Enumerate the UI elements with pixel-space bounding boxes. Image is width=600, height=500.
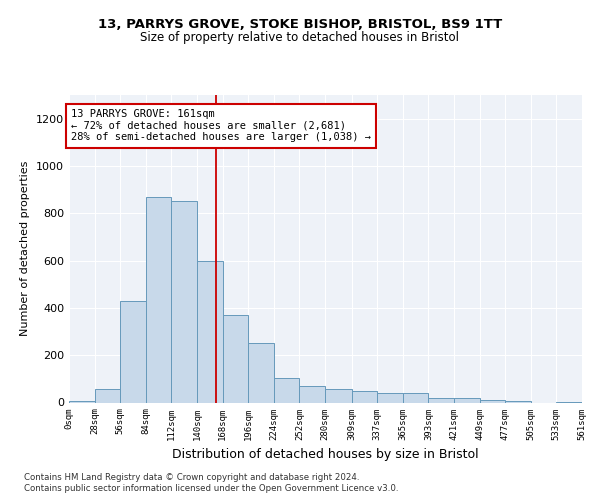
Bar <box>274 378 299 402</box>
Bar <box>172 202 197 402</box>
Bar <box>377 393 403 402</box>
Y-axis label: Number of detached properties: Number of detached properties <box>20 161 31 336</box>
Text: Size of property relative to detached houses in Bristol: Size of property relative to detached ho… <box>140 31 460 44</box>
X-axis label: Distribution of detached houses by size in Bristol: Distribution of detached houses by size … <box>172 448 479 461</box>
Bar <box>197 260 223 402</box>
Bar <box>352 390 377 402</box>
Text: 13, PARRYS GROVE, STOKE BISHOP, BRISTOL, BS9 1TT: 13, PARRYS GROVE, STOKE BISHOP, BRISTOL,… <box>98 18 502 30</box>
Bar <box>454 398 479 402</box>
Bar <box>403 393 428 402</box>
Bar <box>479 400 505 402</box>
Bar <box>95 390 120 402</box>
Bar <box>428 398 454 402</box>
Bar <box>325 390 352 402</box>
Text: 13 PARRYS GROVE: 161sqm
← 72% of detached houses are smaller (2,681)
28% of semi: 13 PARRYS GROVE: 161sqm ← 72% of detache… <box>71 109 371 142</box>
Bar <box>223 315 248 402</box>
Bar <box>299 386 325 402</box>
Bar <box>248 344 274 402</box>
Text: Contains public sector information licensed under the Open Government Licence v3: Contains public sector information licen… <box>24 484 398 493</box>
Text: Contains HM Land Registry data © Crown copyright and database right 2024.: Contains HM Land Registry data © Crown c… <box>24 472 359 482</box>
Bar <box>120 301 146 402</box>
Bar <box>146 196 172 402</box>
